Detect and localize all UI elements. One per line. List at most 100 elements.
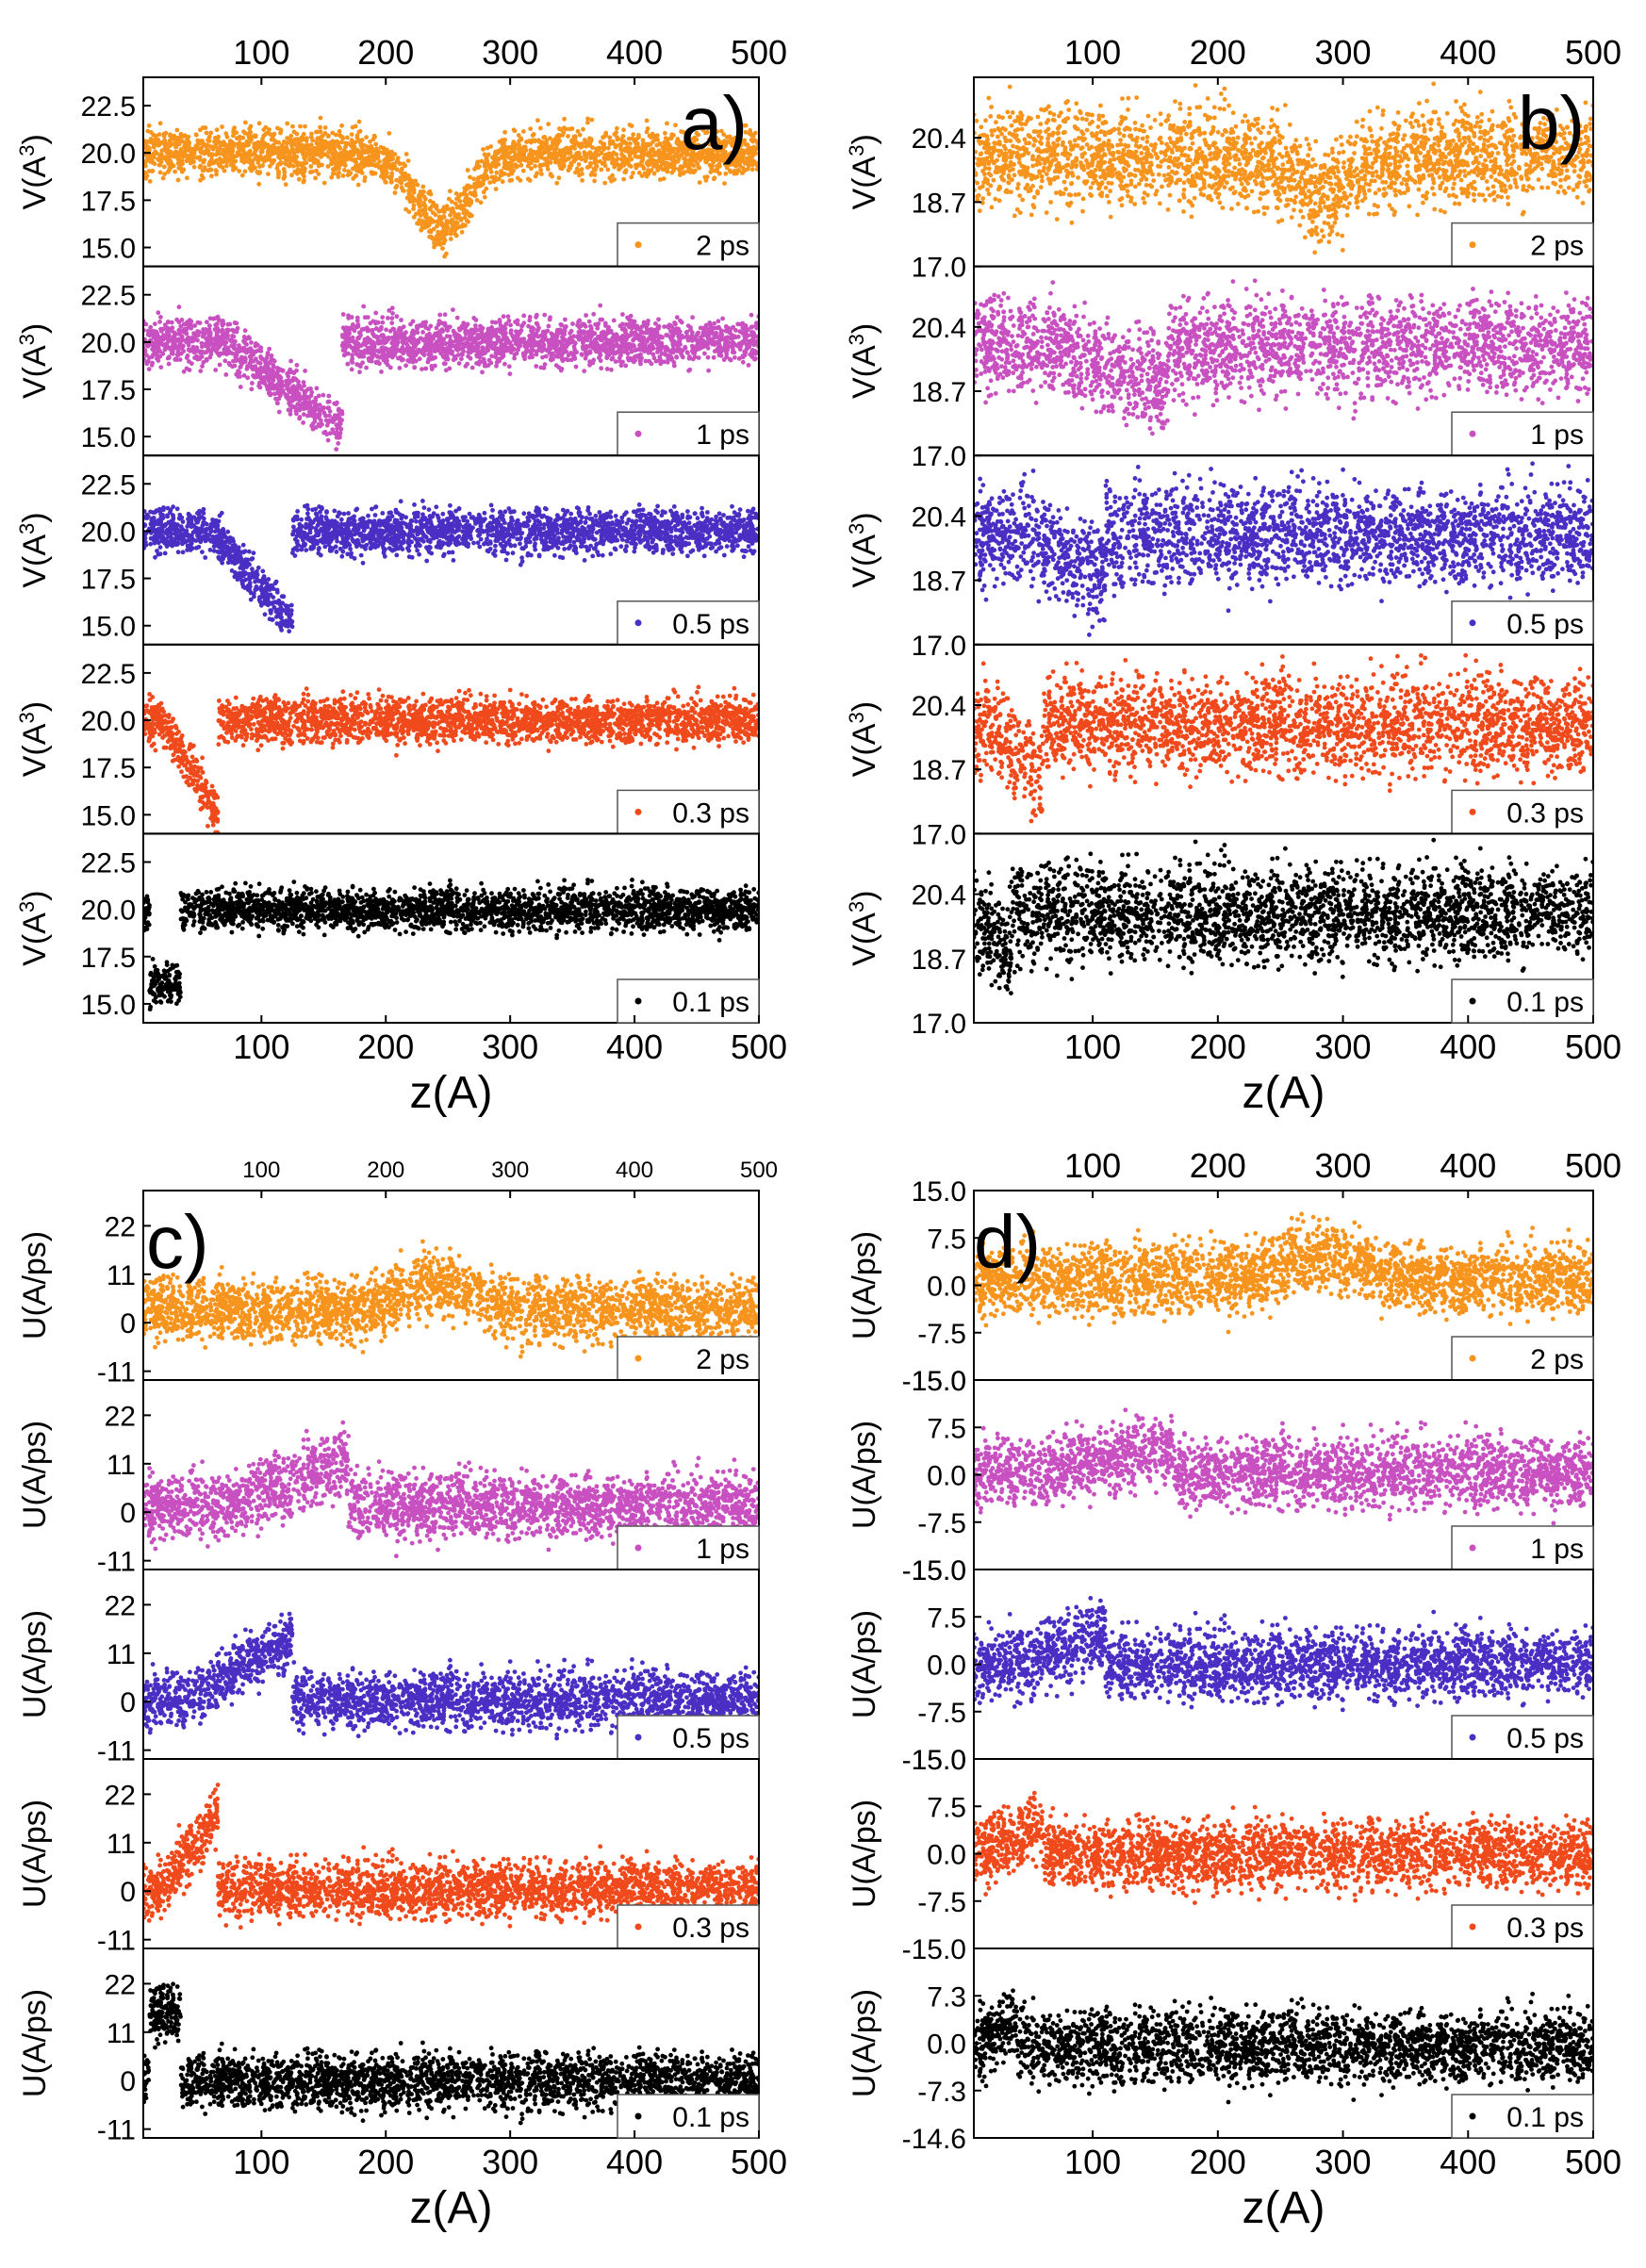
data-point <box>336 441 341 446</box>
data-point <box>710 148 716 153</box>
data-point <box>383 168 388 173</box>
data-point <box>267 155 272 159</box>
data-point <box>216 148 222 153</box>
data-point <box>252 374 257 380</box>
data-point <box>309 413 315 419</box>
data-point <box>436 218 442 222</box>
data-point <box>173 144 178 150</box>
data-point <box>368 337 372 342</box>
data-point <box>275 169 281 174</box>
data-point <box>400 166 404 172</box>
data-point <box>449 208 454 214</box>
data-point <box>506 318 512 323</box>
data-point <box>144 353 149 358</box>
data-point <box>297 406 303 411</box>
data-point <box>248 364 254 370</box>
data-point <box>189 155 193 160</box>
data-point <box>532 156 537 162</box>
data-point <box>326 133 331 139</box>
data-point <box>260 163 265 168</box>
data-point <box>314 140 320 146</box>
data-point <box>509 158 515 164</box>
data-point <box>709 135 715 140</box>
data-point <box>330 427 336 432</box>
data-point <box>164 158 170 163</box>
data-point <box>239 354 244 360</box>
data-point <box>484 186 489 191</box>
data-point <box>512 355 517 361</box>
data-point <box>384 339 389 345</box>
data-point <box>354 339 359 344</box>
data-point <box>690 137 696 142</box>
data-point <box>357 330 362 336</box>
data-point <box>731 324 736 330</box>
data-point <box>583 335 588 339</box>
data-point <box>301 165 306 171</box>
data-point <box>507 178 513 183</box>
data-point <box>290 123 295 129</box>
data-point <box>586 319 592 324</box>
data-point <box>559 166 565 172</box>
data-point <box>517 139 521 144</box>
data-point <box>405 158 411 164</box>
data-point <box>146 148 152 154</box>
data-point <box>620 134 626 139</box>
data-point <box>288 408 293 413</box>
data-point <box>751 148 757 154</box>
data-point <box>453 212 458 218</box>
data-point <box>632 319 637 324</box>
data-point <box>466 219 470 224</box>
data-point <box>503 148 508 154</box>
data-point <box>294 131 300 137</box>
data-point <box>684 163 690 169</box>
data-point <box>621 127 626 133</box>
data-point <box>664 333 669 337</box>
data-point <box>512 352 518 357</box>
data-point <box>238 385 243 389</box>
data-point <box>624 337 629 342</box>
data-point <box>376 149 382 155</box>
data-point <box>720 316 725 321</box>
data-point <box>542 362 548 367</box>
data-point <box>374 334 380 339</box>
data-point <box>445 328 451 333</box>
data-point <box>721 132 727 138</box>
data-point <box>250 158 255 164</box>
data-point <box>740 148 746 154</box>
data-point <box>628 313 634 319</box>
data-point <box>740 153 745 158</box>
data-point <box>213 152 219 157</box>
data-point <box>482 152 487 157</box>
data-point <box>364 350 370 355</box>
data-point <box>553 339 559 344</box>
data-point <box>228 162 234 168</box>
data-point <box>156 310 161 316</box>
data-point <box>454 196 459 202</box>
data-point <box>327 413 332 419</box>
data-point <box>351 144 356 150</box>
data-point <box>271 378 276 383</box>
data-point <box>446 196 452 202</box>
data-point <box>675 159 681 164</box>
data-point <box>716 319 721 324</box>
data-point <box>631 171 635 175</box>
data-point <box>743 350 749 354</box>
data-point <box>512 149 517 155</box>
data-point <box>671 360 677 365</box>
data-point <box>728 151 732 156</box>
data-point <box>145 128 151 134</box>
data-point <box>205 320 209 325</box>
data-point <box>433 348 438 353</box>
data-point <box>481 147 486 152</box>
data-point <box>312 400 318 405</box>
data-point <box>337 419 342 424</box>
data-point <box>498 173 503 178</box>
data-point <box>599 150 604 156</box>
data-point <box>644 141 650 147</box>
data-point <box>622 156 628 162</box>
data-point <box>350 124 355 130</box>
data-point <box>588 160 593 166</box>
data-point <box>655 168 660 173</box>
data-point <box>705 354 711 360</box>
data-point <box>177 357 183 362</box>
